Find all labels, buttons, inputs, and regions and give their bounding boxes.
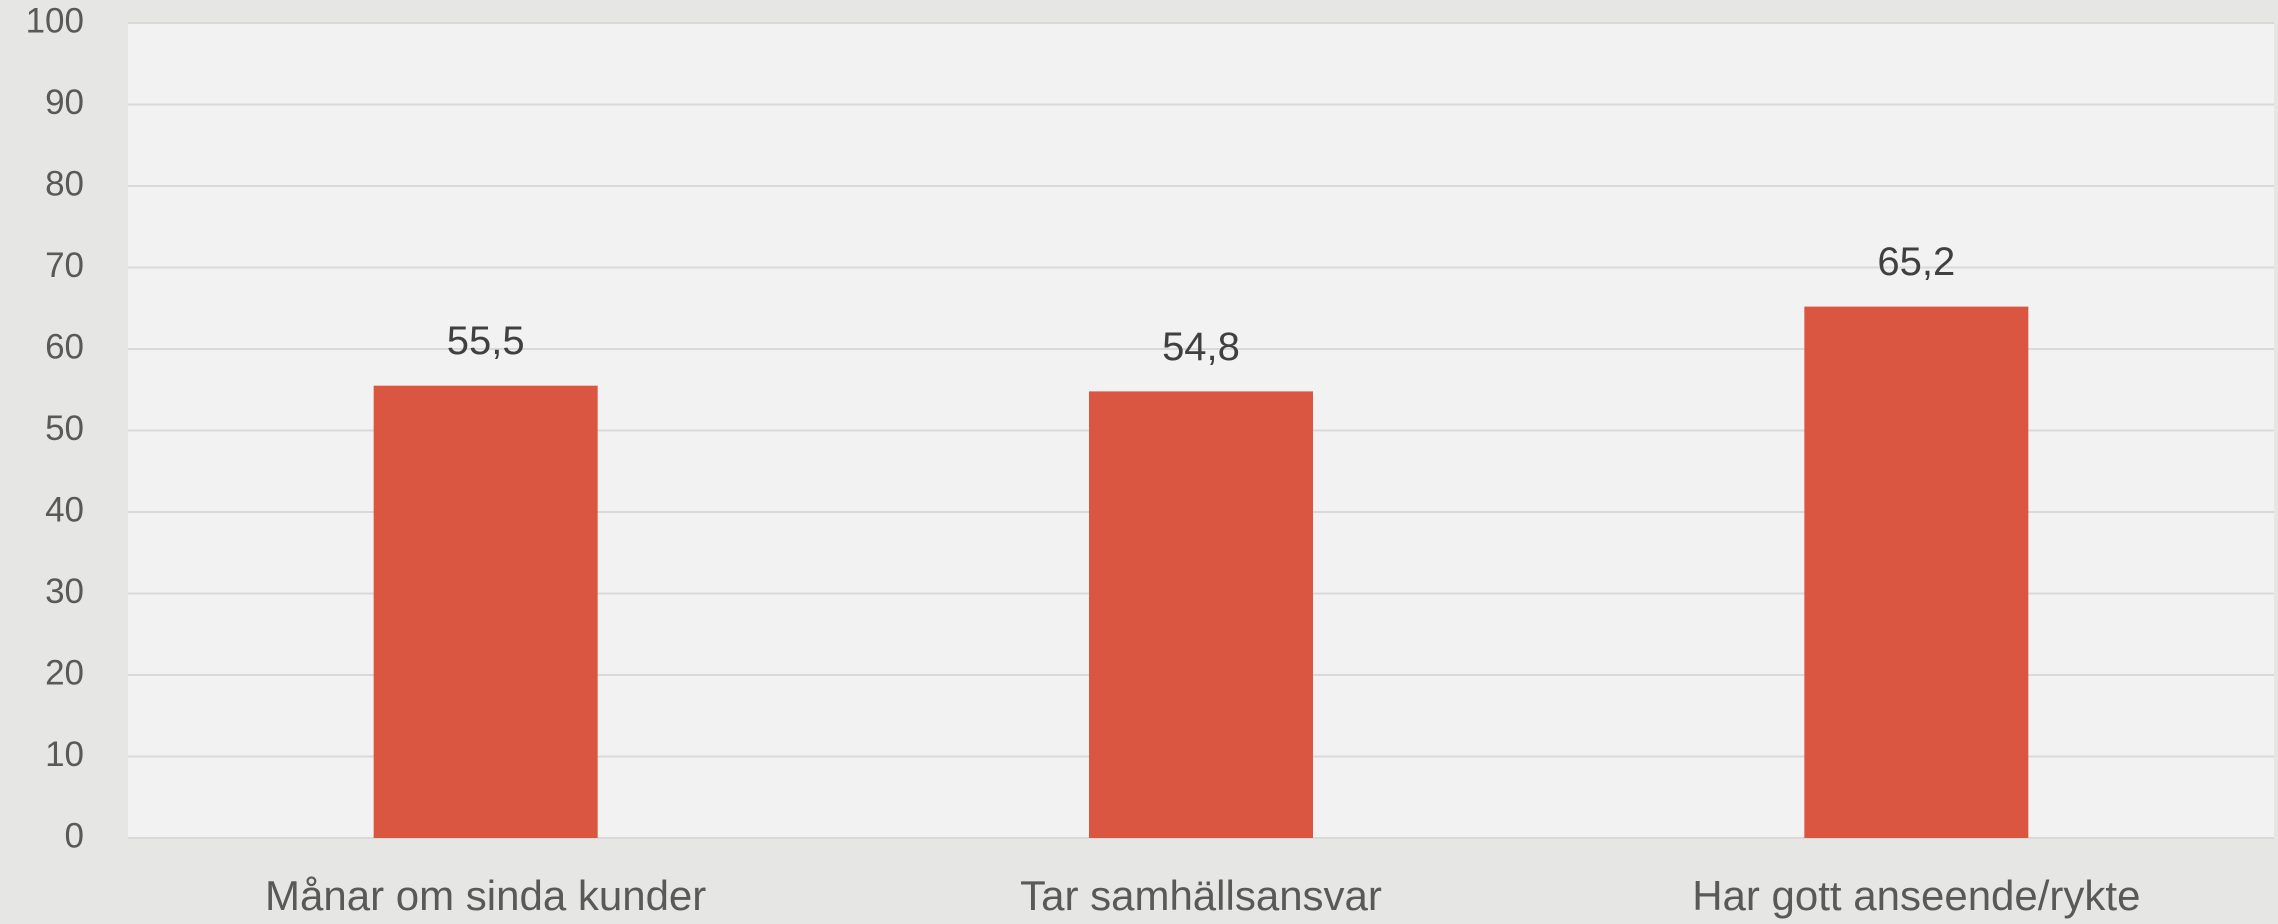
y-tick-label: 100: [26, 1, 84, 40]
y-tick-label: 0: [65, 816, 84, 855]
bar: [373, 385, 598, 838]
y-tick-label: 40: [45, 490, 84, 529]
y-tick-label: 70: [45, 246, 84, 285]
data-label: 55,5: [447, 319, 525, 363]
x-tick-label: Har gott anseende/rykte: [1692, 872, 2140, 919]
y-tick-label: 50: [45, 409, 84, 448]
data-label: 54,8: [1162, 325, 1240, 369]
y-tick-label: 10: [45, 735, 84, 774]
data-label: 65,2: [1877, 240, 1955, 284]
y-tick-label: 30: [45, 572, 84, 611]
bar: [1089, 391, 1313, 838]
x-tick-label: Månar om sinda kunder: [265, 872, 706, 919]
y-tick-label: 80: [45, 164, 84, 203]
x-tick-label: Tar samhällsansvar: [1020, 872, 1382, 919]
y-tick-label: 90: [45, 83, 84, 122]
y-tick-label: 60: [45, 327, 84, 366]
y-tick-label: 20: [45, 653, 84, 692]
bar: [1804, 306, 2029, 838]
